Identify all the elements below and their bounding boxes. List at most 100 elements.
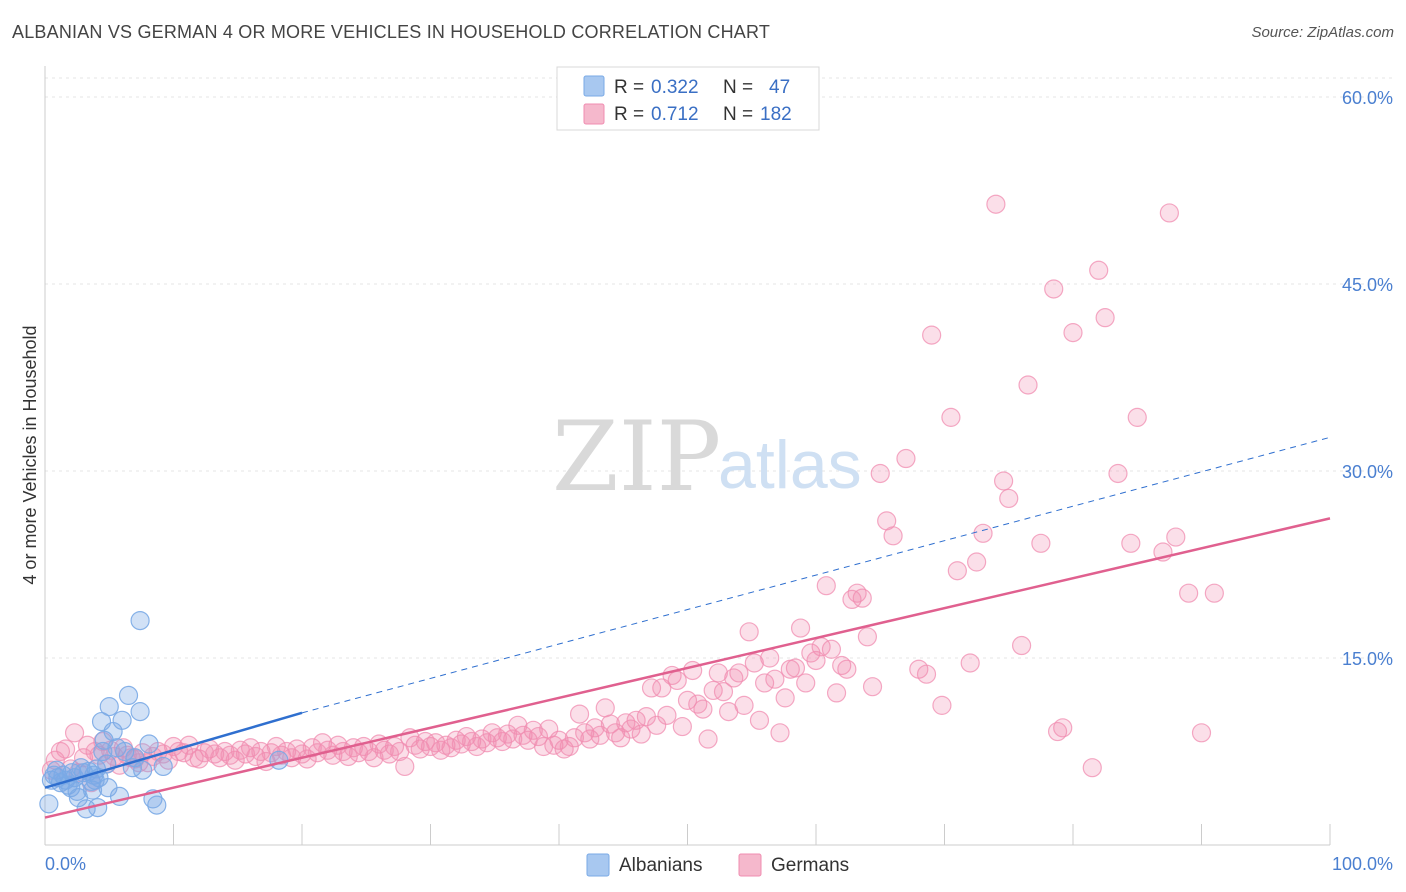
watermark: ZIP atlas	[552, 401, 862, 513]
german-point	[194, 743, 214, 763]
german-point	[1082, 758, 1102, 778]
german-point	[973, 523, 993, 543]
german-point	[729, 663, 749, 683]
german-point	[374, 740, 394, 760]
albanian-point	[153, 756, 173, 777]
legend-swatch-albanians	[583, 75, 605, 97]
german-point	[1159, 203, 1179, 223]
german-point	[1089, 260, 1109, 280]
german-point	[1108, 463, 1128, 484]
albanian-point	[130, 610, 150, 631]
german-point	[922, 325, 942, 345]
german-point	[693, 699, 713, 719]
german-point	[564, 728, 585, 748]
legend-swatch-germans	[583, 103, 605, 125]
german-point	[420, 736, 441, 757]
german-point	[641, 678, 662, 698]
german-point	[1204, 583, 1224, 603]
german-point	[734, 695, 754, 715]
y-tick-label: 15.0%	[1342, 649, 1393, 669]
german-point	[508, 715, 528, 735]
albanian-point	[39, 794, 59, 814]
german-point	[713, 682, 734, 702]
german-point	[580, 729, 600, 749]
german-point	[896, 448, 916, 469]
german-point	[251, 741, 271, 762]
albanian-point	[147, 795, 167, 815]
trend-lines	[44, 436, 1331, 819]
german-point	[790, 618, 811, 638]
albanian-point	[67, 781, 87, 801]
watermark-atlas: atlas	[718, 427, 862, 503]
german-point	[832, 655, 852, 676]
legend-n-value-albanians: 47	[769, 77, 790, 98]
albanian-point	[99, 697, 119, 717]
german-point	[821, 639, 842, 659]
german-point	[754, 673, 775, 693]
german-point	[50, 741, 71, 762]
german-point	[528, 726, 549, 747]
german-point	[698, 729, 718, 749]
german-point	[1095, 308, 1115, 328]
german-point	[436, 735, 456, 755]
german-point	[575, 723, 595, 743]
german-point	[595, 698, 615, 718]
legend-n-label-albanians: N =	[723, 77, 753, 98]
german-point	[994, 471, 1014, 491]
y-tick-label: 60.0%	[1342, 88, 1393, 108]
german-point	[775, 688, 795, 708]
german-point	[405, 735, 425, 755]
legend-label-albanians: Albanians	[619, 855, 702, 876]
german-point	[916, 664, 937, 684]
albanians-trend-line	[44, 711, 303, 789]
albanians-points	[39, 610, 289, 819]
german-point	[1127, 407, 1147, 427]
y-tick-labels: 15.0% 30.0% 45.0% 60.0%	[1342, 88, 1393, 669]
albanian-point	[115, 741, 135, 762]
watermark-zip: ZIP	[552, 401, 721, 513]
german-point	[677, 690, 698, 710]
albanian-point	[118, 685, 139, 706]
german-point	[744, 653, 764, 673]
german-point	[947, 561, 967, 581]
german-point	[760, 648, 780, 668]
german-point	[446, 730, 466, 750]
legend-n-value-germans: 182	[760, 104, 792, 125]
german-point	[941, 407, 961, 427]
albanian-point	[269, 750, 289, 770]
german-point	[986, 194, 1006, 214]
legend-swatch-germans-bottom	[738, 853, 762, 877]
german-point	[472, 729, 492, 749]
correlation-legend: R = 0.322 N = 47 R = 0.712 N = 182	[556, 66, 820, 131]
legend-r-label-germans: R =	[614, 104, 644, 125]
german-point	[1121, 533, 1141, 553]
german-point	[703, 680, 723, 701]
german-point	[1011, 635, 1032, 656]
grid-lines	[45, 77, 1392, 659]
legend-n-label-germans: N =	[723, 104, 753, 125]
x-tick-label-min: 0.0%	[45, 854, 86, 874]
german-point	[55, 739, 76, 759]
german-point	[189, 749, 209, 769]
y-tick-label: 30.0%	[1342, 462, 1393, 482]
german-point	[796, 673, 816, 693]
albanian-point	[139, 734, 159, 754]
legend-r-value-germans: 0.712	[651, 104, 699, 125]
x-tick-labels: 0.0% 100.0%	[45, 854, 1393, 874]
german-point	[1031, 533, 1051, 553]
german-point	[765, 669, 785, 689]
albanian-point	[93, 741, 113, 762]
axes	[44, 66, 1331, 846]
german-point	[1018, 375, 1038, 395]
source-credit: Source: ZipAtlas.com	[1251, 24, 1394, 41]
y-axis-title: 4 or more Vehicles in Household	[20, 325, 40, 584]
german-point	[1191, 723, 1212, 743]
german-point	[960, 653, 980, 673]
german-point	[395, 756, 415, 777]
german-point	[816, 576, 836, 596]
german-point	[967, 552, 987, 572]
german-point	[852, 588, 872, 608]
legend-r-value-albanians: 0.322	[651, 77, 699, 98]
german-point	[1044, 279, 1064, 299]
